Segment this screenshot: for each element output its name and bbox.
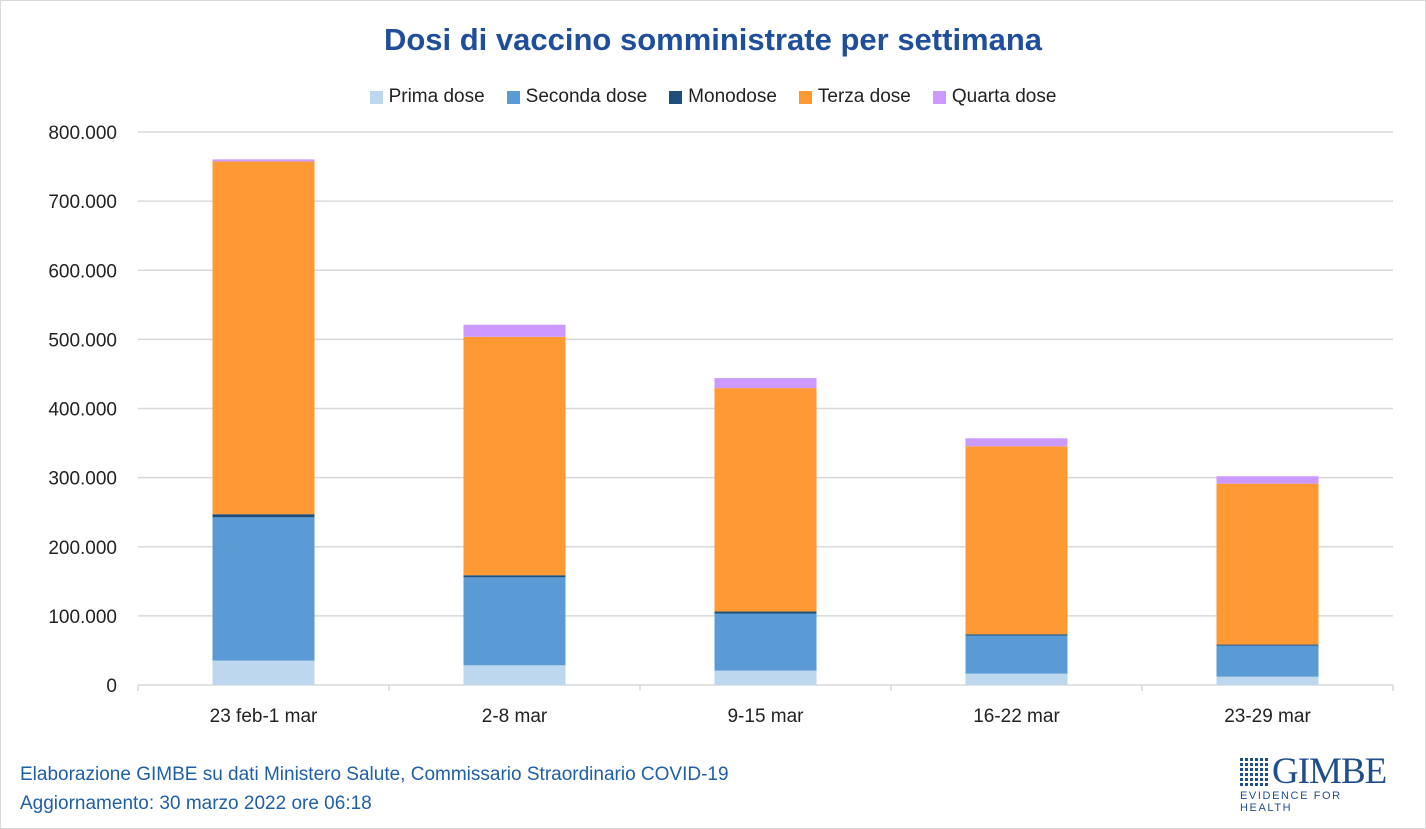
bar-segment	[714, 611, 817, 614]
y-tick-label: 400.000	[48, 400, 117, 421]
bar-segment	[212, 161, 315, 515]
legend-item-prima: Prima dose	[369, 86, 485, 108]
legend: Prima dose Seconda dose Monodose Terza d…	[0, 86, 1426, 108]
bar-segment	[714, 378, 817, 389]
legend-swatch	[798, 90, 812, 104]
x-tick-label: 23-29 mar	[1224, 706, 1311, 727]
y-tick-label: 500.000	[48, 330, 117, 351]
chart-title: Dosi di vaccino somministrate per settim…	[383, 22, 1043, 57]
bar-segment	[965, 673, 1068, 685]
gimbe-logo: GIMBE EVIDENCE FOR HEALTH	[1240, 751, 1390, 814]
bar-segment	[714, 670, 817, 685]
y-tick-label: 100.000	[48, 607, 117, 628]
bar-segment	[212, 660, 315, 685]
footer-updated: Aggiornamento: 30 marzo 2022 ore 06:18	[20, 793, 372, 814]
logo-grid-icon	[1240, 758, 1268, 786]
legend-swatch	[506, 90, 520, 104]
bar-segment	[965, 635, 1068, 674]
bar-segment	[714, 388, 817, 612]
bar-segment	[965, 634, 1068, 636]
bar-segment	[463, 575, 566, 578]
bar-segment	[965, 446, 1068, 635]
x-tick-label: 9-15 mar	[727, 706, 804, 727]
legend-label: Monodose	[688, 86, 777, 107]
bar-segment	[463, 336, 566, 576]
legend-label: Seconda dose	[525, 86, 648, 107]
logo-tagline: EVIDENCE FOR HEALTH	[1240, 790, 1342, 814]
bar-segment	[1216, 483, 1319, 645]
legend-item-quarta: Quarta dose	[932, 86, 1057, 108]
legend-item-seconda: Seconda dose	[506, 86, 648, 108]
bar-segment	[212, 514, 315, 518]
y-tick-label: 200.000	[48, 538, 117, 559]
legend-label: Terza dose	[817, 86, 911, 107]
y-tick-label: 0	[106, 676, 117, 697]
y-tick-label: 700.000	[48, 192, 117, 213]
bar-segment	[212, 159, 315, 162]
bar-segment	[1216, 476, 1319, 484]
legend-item-monodose: Monodose	[669, 86, 777, 108]
x-tick-label: 23 feb-1 mar	[210, 706, 318, 727]
legend-swatch	[369, 90, 383, 104]
legend-swatch	[932, 90, 946, 104]
legend-label: Prima dose	[388, 86, 485, 107]
bar-segment	[463, 665, 566, 685]
bar-segment	[212, 517, 315, 661]
x-tick-label: 2-8 mar	[482, 706, 548, 727]
bar-segment	[1216, 676, 1319, 685]
bar-segment	[1216, 644, 1319, 646]
bar-segment	[463, 577, 566, 666]
x-tick-label: 16-22 mar	[973, 706, 1060, 727]
logo-wordmark: GIMBE	[1272, 751, 1387, 792]
legend-item-terza: Terza dose	[798, 86, 911, 108]
y-tick-label: 600.000	[48, 261, 117, 282]
footer-source: Elaborazione GIMBE su dati Ministero Sal…	[20, 764, 729, 785]
y-tick-label: 300.000	[48, 469, 117, 490]
legend-swatch	[669, 90, 683, 104]
bar-segment	[463, 324, 566, 337]
bar-segment	[965, 438, 1068, 447]
legend-label: Quarta dose	[951, 86, 1057, 107]
bar-segment	[714, 613, 817, 671]
bar-segment	[1216, 645, 1319, 677]
y-tick-label: 800.000	[48, 123, 117, 144]
